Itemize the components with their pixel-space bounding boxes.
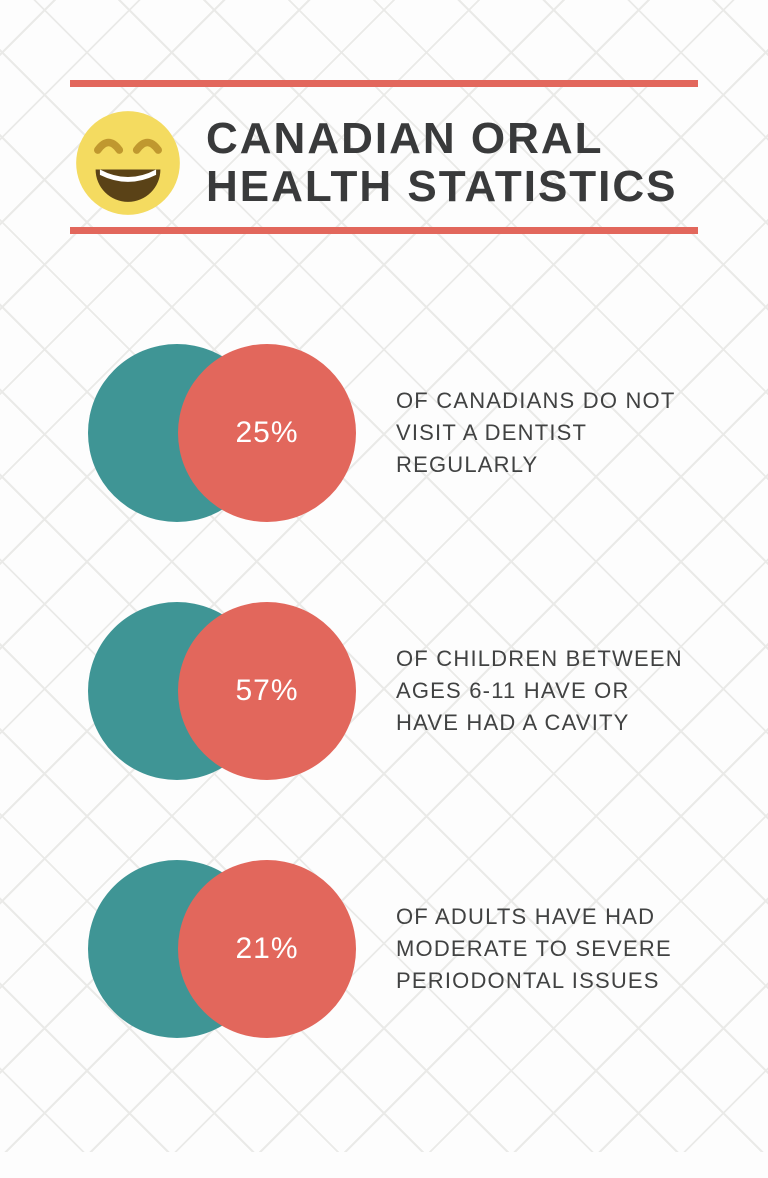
title-line-2: HEALTH STATISTICS: [206, 162, 678, 211]
content-wrapper: CANADIAN ORAL HEALTH STATISTICS 25% OF CA…: [0, 0, 768, 1178]
stat-row: 57% OF CHILDREN BETWEEN AGES 6-11 HAVE OR…: [70, 602, 698, 780]
circle-right: 57%: [178, 602, 356, 780]
venn-circles: 57%: [88, 602, 356, 780]
circle-right: 25%: [178, 344, 356, 522]
stat-percent: 57%: [235, 674, 298, 708]
title-row: CANADIAN ORAL HEALTH STATISTICS: [70, 109, 698, 217]
stat-text: OF CHILDREN BETWEEN AGES 6-11 HAVE OR HA…: [356, 643, 698, 739]
stat-percent: 25%: [235, 416, 298, 450]
stat-percent: 21%: [235, 932, 298, 966]
header-rule-bottom: [70, 227, 698, 234]
stat-row: 25% OF CANADIANS DO NOT VISIT A DENTIST R…: [70, 344, 698, 522]
smiley-icon: [74, 109, 182, 217]
circle-right: 21%: [178, 860, 356, 1038]
venn-circles: 25%: [88, 344, 356, 522]
stat-text: OF CANADIANS DO NOT VISIT A DENTIST REGU…: [356, 385, 698, 481]
header: CANADIAN ORAL HEALTH STATISTICS: [70, 80, 698, 234]
title-line-1: CANADIAN ORAL: [206, 114, 604, 163]
stats-list: 25% OF CANADIANS DO NOT VISIT A DENTIST R…: [70, 344, 698, 1038]
stat-row: 21% OF ADULTS HAVE HAD MODERATE TO SEVERE…: [70, 860, 698, 1038]
page-title: CANADIAN ORAL HEALTH STATISTICS: [206, 115, 678, 210]
stat-text: OF ADULTS HAVE HAD MODERATE TO SEVERE PE…: [356, 901, 698, 997]
venn-circles: 21%: [88, 860, 356, 1038]
header-rule-top: [70, 80, 698, 87]
